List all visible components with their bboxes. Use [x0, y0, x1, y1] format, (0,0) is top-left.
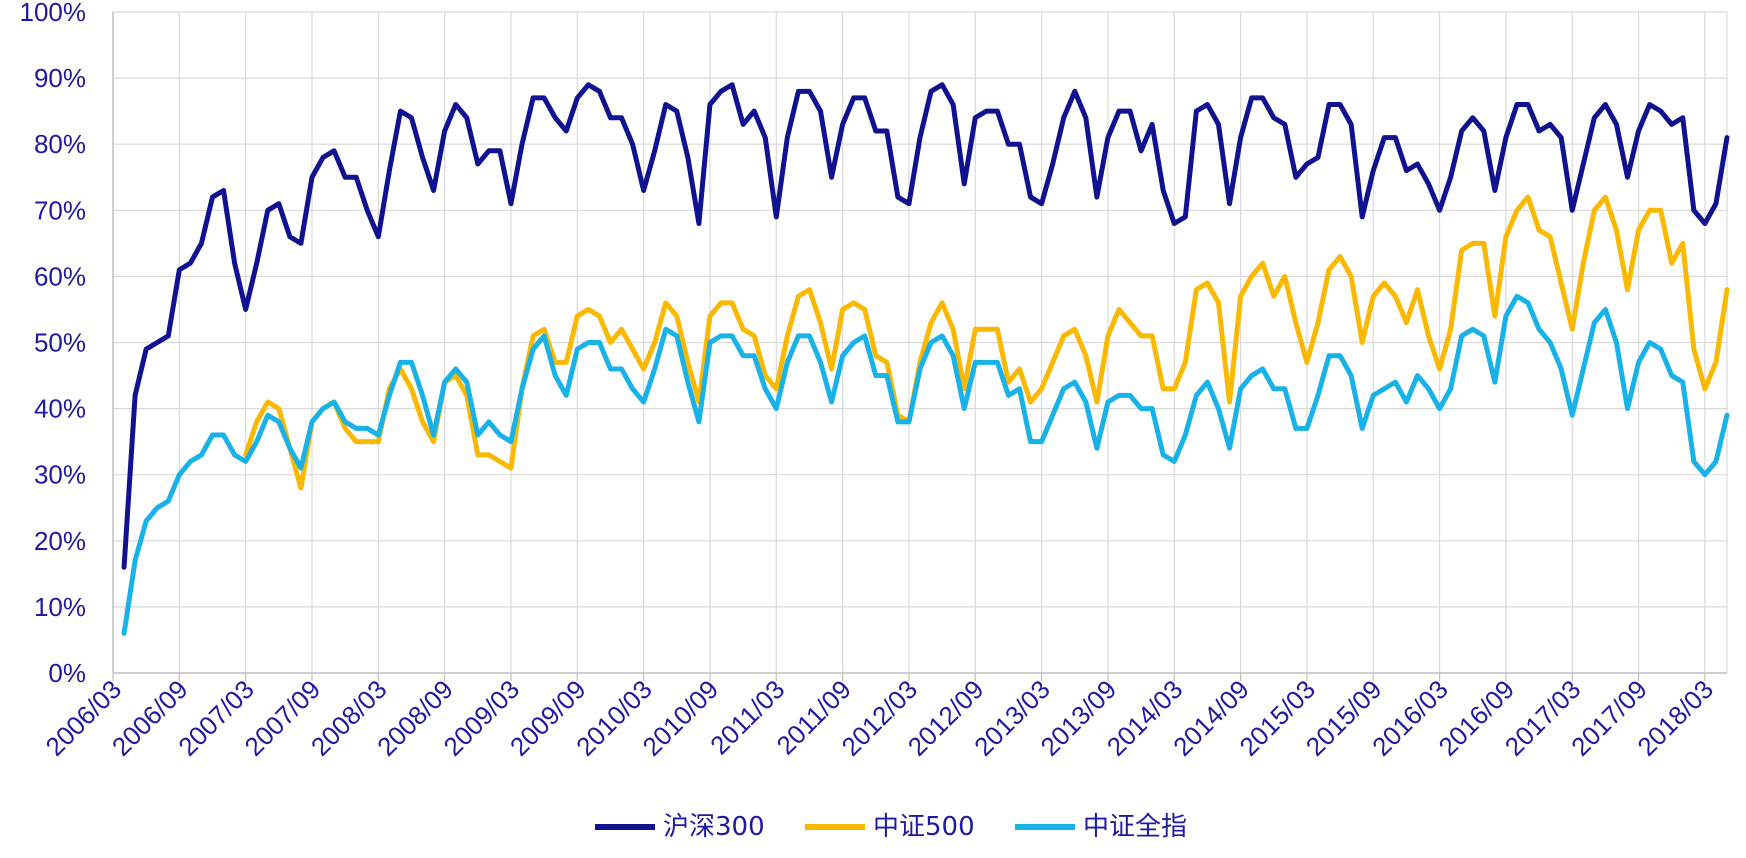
series-line-2	[121, 293, 1730, 636]
y-tick-label: 20%	[34, 526, 86, 556]
y-tick-label: 70%	[34, 195, 86, 225]
y-tick-label: 30%	[34, 460, 86, 490]
vertical-gridlines	[112, 12, 1728, 681]
series-lines	[121, 82, 1730, 636]
legend-label: 中证全指	[1083, 812, 1187, 842]
y-tick-label: 80%	[34, 129, 86, 159]
series-line-1	[243, 194, 1730, 491]
y-tick-label: 0%	[48, 658, 86, 688]
y-tick-label: 10%	[34, 592, 86, 622]
axes	[112, 12, 1727, 674]
legend: 沪深300 中证500 中证全指	[595, 812, 1187, 842]
legend-label: 中证500	[873, 812, 975, 842]
legend-label: 沪深300	[663, 812, 765, 842]
y-tick-label: 40%	[34, 394, 86, 424]
y-axis-tick-labels: 0% 10% 20% 30% 40% 50% 60% 70% 80% 90% 100%	[20, 0, 87, 688]
x-axis-tick-labels: 2006/032006/092007/032007/092008/032008/…	[40, 674, 1720, 762]
y-tick-label: 60%	[34, 261, 86, 291]
series-line-0	[121, 82, 1730, 570]
horizontal-gridlines	[113, 11, 1727, 608]
y-tick-label: 50%	[34, 328, 86, 358]
y-tick-label: 100%	[20, 0, 87, 27]
y-tick-label: 90%	[34, 63, 86, 93]
